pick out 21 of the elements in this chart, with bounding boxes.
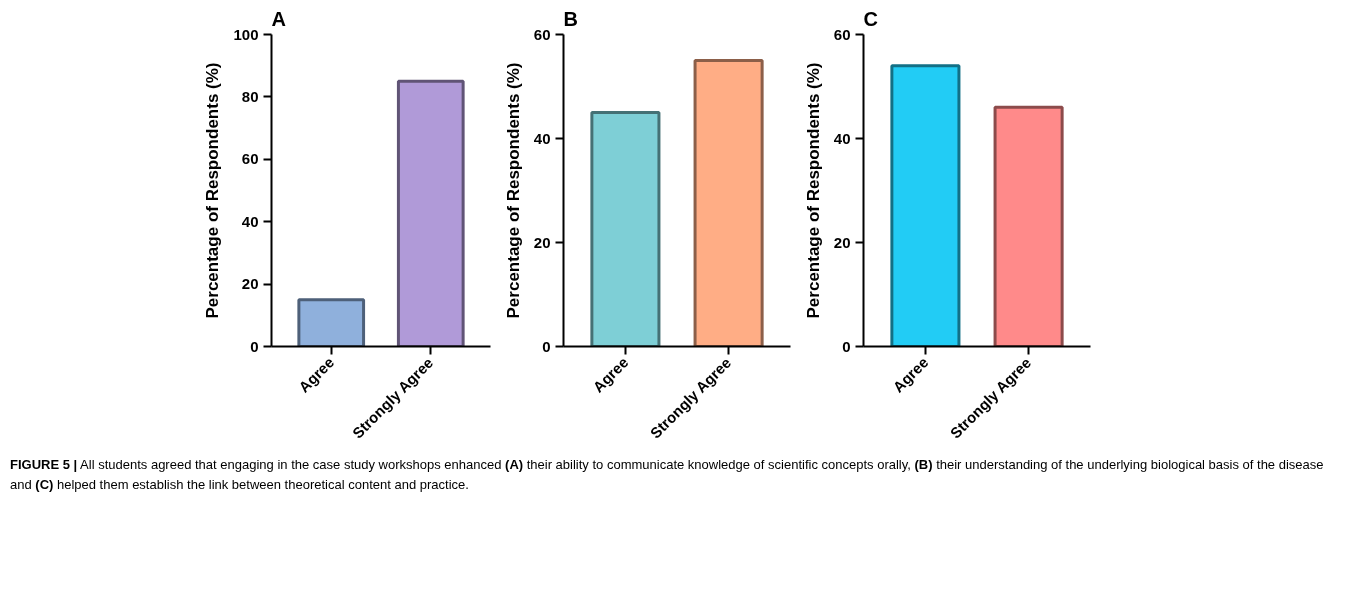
y-tick-label: 0 xyxy=(842,337,851,355)
y-tick-label: 60 xyxy=(533,25,551,43)
y-axis-title: Percentage of Respondents (%) xyxy=(803,62,823,319)
y-tick-label: 100 xyxy=(233,25,259,43)
y-axis-title: Percentage of Respondents (%) xyxy=(503,62,523,319)
y-tick-label: 20 xyxy=(533,233,551,251)
chart-title: A xyxy=(271,7,286,30)
y-axis-title: Percentage of Respondents (%) xyxy=(203,62,223,319)
chart-title: B xyxy=(563,7,578,30)
y-tick-label: 0 xyxy=(250,337,259,355)
y-tick-label: 80 xyxy=(241,87,259,105)
y-tick-label: 0 xyxy=(542,337,551,355)
chart-title: C xyxy=(863,7,878,30)
y-tick-label: 60 xyxy=(833,25,851,43)
y-tick-label: 20 xyxy=(833,233,851,251)
text: FIGURE 5 | All students agreed that engaging in the case study workshops enhanced (A) their ability to communicate knowledge of scientific concepts orally, (B) their understanding of the underlying biological basis of the disease and (C) helped them establish the link between theoretical content and practice. xyxy=(10,457,1324,492)
y-tick-label: 40 xyxy=(833,129,851,147)
y-tick-label: 40 xyxy=(533,129,551,147)
y-tick-label: 40 xyxy=(241,212,259,230)
y-tick-label: 60 xyxy=(241,150,259,168)
y-tick-label: 20 xyxy=(241,275,259,293)
